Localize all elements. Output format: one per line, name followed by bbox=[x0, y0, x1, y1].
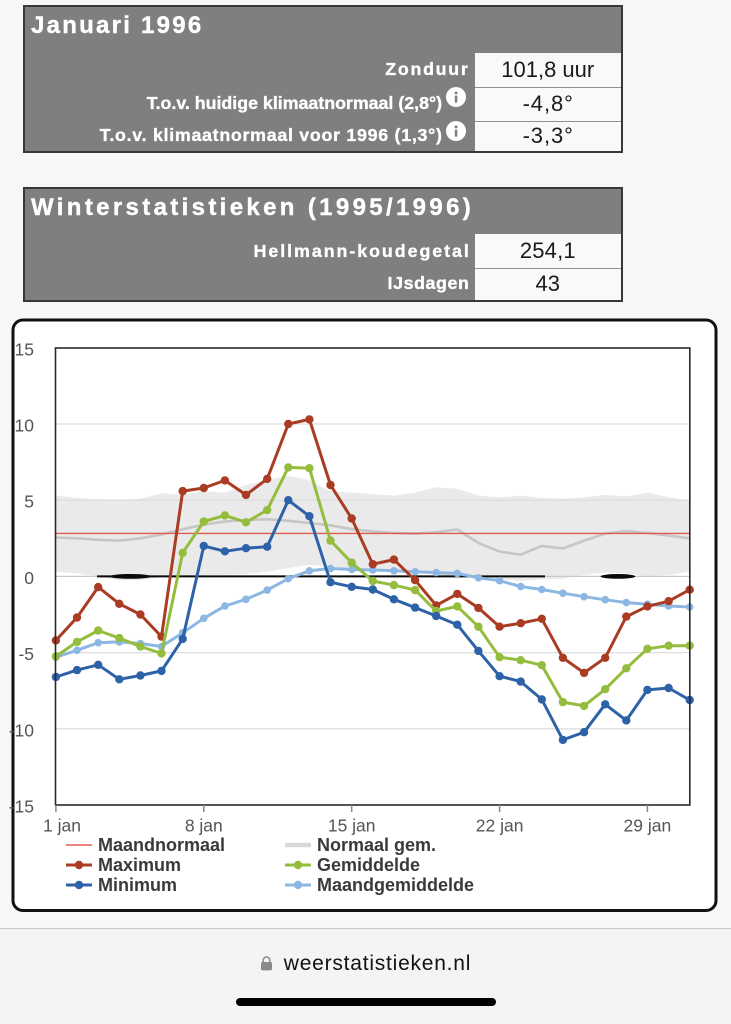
svg-text:-5: -5 bbox=[18, 644, 34, 664]
svg-text:15: 15 bbox=[15, 339, 34, 359]
svg-text:Maandgemiddelde: Maandgemiddelde bbox=[317, 875, 474, 895]
svg-text:10: 10 bbox=[15, 416, 35, 436]
svg-text:8 jan: 8 jan bbox=[185, 816, 223, 836]
svg-text:Normaal gem.: Normaal gem. bbox=[317, 835, 436, 855]
svg-text:5: 5 bbox=[24, 492, 34, 512]
svg-text:-10: -10 bbox=[9, 720, 35, 740]
svg-text:22 jan: 22 jan bbox=[476, 816, 524, 836]
svg-text:-15: -15 bbox=[9, 797, 34, 817]
svg-text:Maandnormaal: Maandnormaal bbox=[98, 835, 225, 855]
svg-text:Minimum: Minimum bbox=[98, 875, 177, 895]
svg-text:Gemiddelde: Gemiddelde bbox=[317, 855, 420, 875]
svg-text:0: 0 bbox=[24, 568, 34, 588]
svg-text:29 jan: 29 jan bbox=[624, 816, 672, 836]
svg-text:1 jan: 1 jan bbox=[43, 816, 81, 836]
svg-text:15 jan: 15 jan bbox=[328, 816, 376, 836]
svg-text:Maximum: Maximum bbox=[98, 855, 181, 875]
